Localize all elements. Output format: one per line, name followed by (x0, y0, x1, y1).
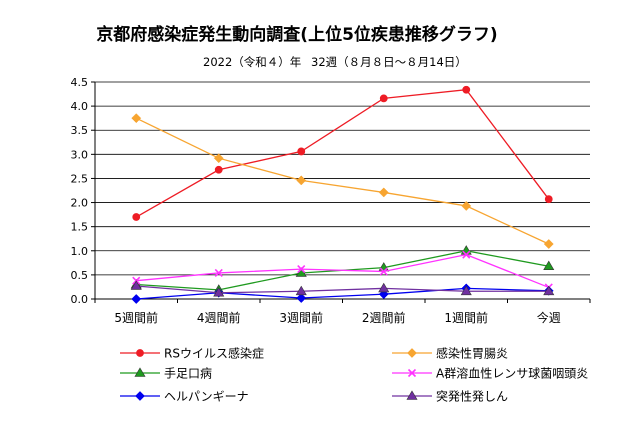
series-2 (131, 113, 554, 249)
data-point (543, 239, 554, 249)
legend-label: ヘルパンギーナ (164, 390, 249, 404)
legend-label: 手足口病 (164, 366, 212, 381)
y-tick-label: 0.0 (71, 293, 89, 306)
series-1 (132, 85, 553, 221)
data-point (543, 260, 555, 271)
legend-item: 突発性発しん (392, 389, 508, 404)
series-line (135, 117, 550, 245)
series-4 (132, 250, 553, 292)
legend-item: 感染性胃腸炎 (392, 346, 508, 361)
data-point (378, 187, 389, 198)
data-point (296, 293, 307, 303)
marker-stroke (407, 368, 417, 378)
y-tick-label: 0.5 (71, 269, 89, 282)
legend-label: RSウイルス感染症 (164, 346, 264, 361)
legend-item: A群溶血性レンサ球菌咽頭炎 (392, 366, 588, 381)
x-tick-label: 今週 (537, 310, 561, 325)
marker-stroke (379, 267, 388, 276)
chart-title: 京都府感染症発生動向調査(上位5位疾患推移グラフ) (96, 24, 497, 45)
x-tick-label: 4週間前 (197, 310, 241, 325)
data-point (462, 250, 471, 259)
data-point (543, 285, 555, 296)
data-point (131, 113, 142, 124)
series-line (136, 253, 549, 289)
data-point (296, 175, 307, 186)
y-tick-label: 3.5 (71, 124, 89, 137)
data-point (131, 294, 142, 304)
data-point (132, 213, 141, 221)
data-point (462, 85, 471, 94)
data-point (461, 200, 472, 211)
series-line (136, 285, 549, 294)
legend-item: 手足口病 (120, 366, 212, 381)
data-point (297, 265, 306, 274)
series-line (135, 89, 550, 218)
x-tick-labels: 5週間前 4週間前 3週間前 2週間前 1週間前 今週 (114, 310, 560, 325)
axes (91, 81, 591, 303)
legend-marker (407, 368, 417, 378)
data-point (460, 285, 472, 296)
y-tick-label: 1.0 (71, 245, 89, 258)
data-point (295, 285, 307, 296)
marker-stroke (297, 265, 306, 274)
legend-marker (134, 367, 146, 377)
y-tick-label: 2.0 (71, 197, 89, 210)
data-point (213, 287, 225, 297)
chart-subtitle-week: 32週（８月８日～８月14日） (311, 55, 467, 69)
data-point (544, 195, 553, 204)
legend-item: RSウイルス感染症 (120, 346, 264, 361)
legend-marker (406, 390, 418, 400)
x-tick-label: 3週間前 (279, 310, 323, 325)
data-point (214, 165, 223, 174)
series-line (136, 287, 549, 300)
legend-label: 感染性胃腸炎 (436, 346, 508, 361)
legend-marker (135, 391, 145, 401)
y-tick-label: 2.5 (71, 172, 89, 185)
y-tick-label: 4.5 (71, 76, 89, 89)
data-point (213, 153, 224, 164)
data-point (297, 147, 306, 156)
data-point (460, 245, 472, 255)
grid-lines (95, 81, 590, 276)
data-point (378, 282, 390, 293)
marker-stroke (214, 268, 223, 278)
series-6 (130, 280, 555, 297)
legend-item: ヘルパンギーナ (120, 390, 249, 404)
data-point (214, 268, 223, 278)
data-point (130, 280, 142, 290)
y-tick-label: 1.5 (71, 221, 89, 234)
y-tick-label: 3.0 (71, 148, 89, 161)
y-tick-labels: 0.0 0.5 1.0 1.5 2.0 2.5 3.0 3.5 4.0 4.5 (71, 76, 89, 306)
legend-marker (136, 349, 144, 357)
chart-subtitle-year: 2022（令和４）年 (203, 55, 301, 69)
x-tick-label: 5週間前 (114, 310, 158, 325)
x-tick-label: 2週間前 (362, 310, 406, 325)
legend-marker (407, 348, 417, 358)
data-point (379, 267, 388, 276)
x-tick-label: 1週間前 (444, 310, 488, 325)
series-3 (130, 245, 555, 294)
legend-label: A群溶血性レンサ球菌咽頭炎 (436, 366, 588, 381)
marker-stroke (462, 250, 471, 259)
y-tick-label: 4.0 (71, 100, 89, 113)
legend-label: 突発性発しん (436, 389, 508, 404)
data-point (379, 94, 388, 103)
series (130, 85, 555, 304)
